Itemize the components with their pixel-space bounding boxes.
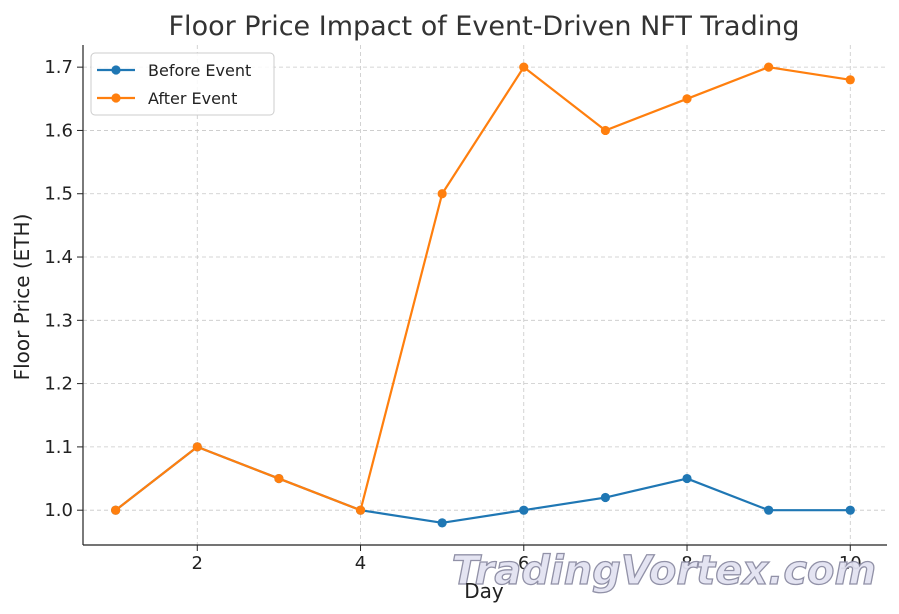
- data-point: [764, 62, 774, 72]
- x-tick-label: 4: [355, 553, 366, 574]
- chart-title: Floor Price Impact of Event-Driven NFT T…: [169, 11, 800, 42]
- data-point: [111, 505, 121, 515]
- y-tick-label: 1.6: [44, 120, 73, 141]
- data-point: [192, 442, 202, 452]
- y-tick-label: 1.4: [44, 247, 73, 268]
- x-axis-label: Day: [464, 579, 504, 603]
- legend-label: Before Event: [148, 61, 251, 80]
- series-after-event: [111, 62, 855, 515]
- y-tick-label: 1.3: [44, 310, 73, 331]
- data-point: [437, 189, 447, 199]
- data-point: [600, 125, 610, 136]
- legend-marker: [111, 93, 121, 103]
- data-point: [437, 518, 447, 528]
- y-tick-label: 1.1: [44, 437, 73, 458]
- data-point: [519, 505, 529, 515]
- legend-box: [90, 52, 275, 116]
- data-point: [600, 492, 610, 503]
- data-point: [355, 505, 366, 515]
- y-tick-label: 1.2: [44, 374, 73, 395]
- x-axis-ticks: 2 4 6 8 10: [192, 545, 862, 574]
- data-point: [274, 473, 284, 484]
- series-lines: [111, 62, 855, 528]
- x-tick-label: 2: [192, 553, 203, 574]
- legend: Before Event After Event: [90, 52, 275, 116]
- y-tick-label: 1.7: [44, 57, 73, 78]
- data-point: [682, 94, 692, 104]
- legend-marker: [111, 65, 121, 75]
- data-point: [845, 505, 855, 515]
- x-tick-label: 6: [518, 553, 529, 574]
- y-axis-ticks: 1.0 1.1 1.2 1.3 1.4 1.5 1.6 1.7: [44, 57, 83, 521]
- series-line: [114, 66, 851, 512]
- y-tick-label: 1.0: [44, 500, 73, 521]
- data-point: [845, 75, 855, 85]
- watermark-text: TradingVortex.com: [452, 548, 876, 594]
- legend-label: After Event: [148, 89, 237, 108]
- y-tick-label: 1.5: [44, 184, 73, 205]
- data-point: [764, 505, 774, 515]
- data-point: [682, 473, 692, 484]
- grid-lines: [83, 45, 887, 545]
- y-axis-label: Floor Price (ETH): [10, 214, 34, 381]
- axes: [82, 45, 887, 546]
- watermark-logo: TradingVortex.com: [451, 547, 877, 594]
- data-point: [519, 62, 529, 72]
- x-tick-label: 10: [839, 553, 862, 574]
- x-tick-label: 8: [681, 553, 692, 574]
